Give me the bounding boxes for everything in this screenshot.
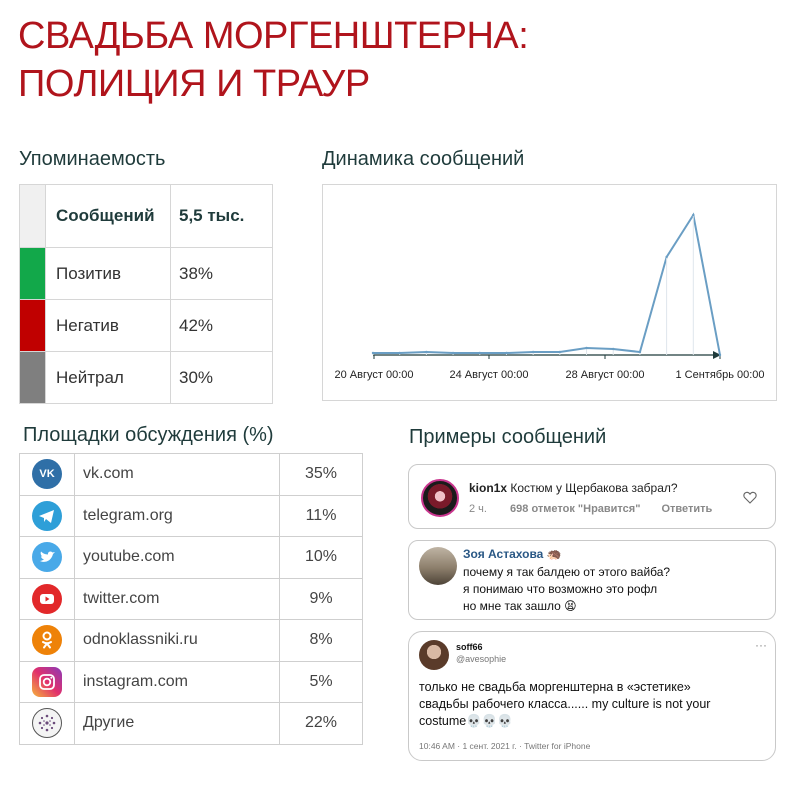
comment-line: почему я так балдею от этого вайба? <box>463 565 671 579</box>
tweet-more-icon[interactable]: ··· <box>755 638 767 652</box>
platform-name: twitter.com <box>74 577 280 620</box>
mentions-swatch-total <box>19 184 46 248</box>
platform-percent: 35% <box>279 453 363 496</box>
page-title: СВАДЬБА МОРГЕНШТЕРНА: ПОЛИЦИЯ И ТРАУР <box>18 12 529 108</box>
mentions-label: Сообщений <box>45 184 171 248</box>
heart-icon[interactable] <box>743 491 757 504</box>
comment-time: 2 ч. <box>469 503 487 515</box>
comment-line: я понимаю что возможно это рофл <box>463 582 658 596</box>
data-point[interactable] <box>692 213 695 217</box>
x-axis-arrow <box>713 351 721 359</box>
other-icon <box>32 708 62 739</box>
commenter-avatar[interactable] <box>421 479 459 517</box>
mentions-label: Позитив <box>45 247 171 300</box>
data-point[interactable] <box>718 353 722 357</box>
title-line-2: ПОЛИЦИЯ И ТРАУР <box>18 63 370 105</box>
comment-line: но мне так зашло 😫 <box>463 599 577 613</box>
data-point[interactable] <box>638 350 642 354</box>
platform-row: telegram.org 11% <box>19 494 363 537</box>
mentions-row-positive: Позитив 38% <box>19 247 273 300</box>
examples-title: Примеры сообщений <box>409 426 607 448</box>
dynamics-chart: 20 Август 00:00 24 Август 00:00 28 Авгус… <box>322 184 777 401</box>
x-tick-label: 20 Август 00:00 <box>335 369 414 381</box>
x-tick-label: 1 Сентябрь 00:00 <box>675 369 764 381</box>
platform-name: Другие <box>74 702 280 745</box>
mentions-swatch-neutral <box>19 351 46 404</box>
platform-row: twitter.com 9% <box>19 577 363 620</box>
mentions-label: Негатив <box>45 299 171 352</box>
telegram-icon <box>32 500 62 531</box>
mentions-label: Нейтрал <box>45 351 171 404</box>
reply-button[interactable]: Ответить <box>661 503 713 515</box>
platform-name: telegram.org <box>74 494 280 537</box>
platform-row: odnoklassniki.ru 8% <box>19 619 363 662</box>
series-line <box>373 212 721 356</box>
tweet-line: только не свадьба моргенштерна в «эстети… <box>419 680 691 694</box>
platform-percent: 9% <box>279 577 363 620</box>
data-point[interactable] <box>371 351 375 355</box>
data-point[interactable] <box>531 350 535 354</box>
tweeter-avatar[interactable] <box>419 640 449 670</box>
mentions-value: 30% <box>170 351 273 404</box>
comment-likes[interactable]: 698 отметок "Нравится" <box>510 503 641 515</box>
instagram-comment-card: kion1x Костюм у Щербакова забрал? 2 ч. 6… <box>408 464 776 529</box>
platform-name: odnoklassniki.ru <box>74 619 280 662</box>
vk-icon: VK <box>32 459 62 490</box>
mentions-value: 5,5 тыс. <box>170 184 273 248</box>
x-tick-label: 24 Август 00:00 <box>450 369 529 381</box>
mentions-row-neutral: Нейтрал 30% <box>19 351 273 404</box>
platforms-title: Площадки обсуждения (%) <box>23 424 274 446</box>
platform-percent: 11% <box>279 494 363 537</box>
mentions-swatch-positive <box>19 247 46 300</box>
mentions-swatch-negative <box>19 299 46 352</box>
data-point[interactable] <box>505 351 508 355</box>
platforms-table: VK vk.com 35% telegram.org 11% youtube.c… <box>19 453 363 745</box>
mentions-value: 38% <box>170 247 273 300</box>
commenter-name[interactable]: Зоя Астахова 🦔 <box>463 547 562 561</box>
comment-text: Костюм у Щербакова забрал? <box>510 481 678 495</box>
dynamics-chart-svg: 20 Август 00:00 24 Август 00:00 28 Авгус… <box>335 212 765 381</box>
mentions-value: 42% <box>170 299 273 352</box>
mentions-table: Сообщений 5,5 тыс. Позитив 38% Негатив 4… <box>19 184 273 404</box>
data-point[interactable] <box>665 255 668 259</box>
twitter-bird-icon <box>32 542 62 573</box>
data-point[interactable] <box>425 350 428 354</box>
platform-row: VK vk.com 35% <box>19 453 363 496</box>
youtube-play-icon <box>32 583 62 614</box>
platform-percent: 10% <box>279 536 363 579</box>
vk-comment-card: Зоя Астахова 🦔 почему я так балдею от эт… <box>408 540 776 620</box>
platform-row: instagram.com 5% <box>19 660 363 703</box>
tweet-line: свадьбы рабочего класса...... my culture… <box>419 697 711 711</box>
data-point[interactable] <box>558 350 562 354</box>
tweet-meta: 10:46 AM · 1 сент. 2021 г. · Twitter for… <box>419 741 591 751</box>
instagram-icon <box>32 666 62 697</box>
data-point[interactable] <box>398 351 401 355</box>
tweeter-name[interactable]: soff66 <box>456 642 483 652</box>
platform-percent: 22% <box>279 702 363 745</box>
platform-name: vk.com <box>74 453 280 496</box>
odnoklassniki-icon <box>32 625 62 656</box>
platform-name: instagram.com <box>74 660 280 703</box>
data-point[interactable] <box>451 351 455 355</box>
data-point[interactable] <box>478 351 481 355</box>
platform-percent: 5% <box>279 660 363 703</box>
platform-row: Другие 22% <box>19 702 363 745</box>
tweet-line: costume💀💀💀 <box>419 714 513 728</box>
commenter-username[interactable]: kion1x <box>469 481 508 495</box>
tweet-card: soff66 @avesophie ··· только не свадьба … <box>408 631 776 761</box>
data-point[interactable] <box>585 346 588 350</box>
platform-percent: 8% <box>279 619 363 662</box>
platform-name: youtube.com <box>74 536 280 579</box>
data-point[interactable] <box>612 347 615 351</box>
mentions-title: Упоминаемость <box>19 148 166 170</box>
tweeter-handle[interactable]: @avesophie <box>456 654 507 664</box>
mentions-row-negative: Негатив 42% <box>19 299 273 352</box>
title-line-1: СВАДЬБА МОРГЕНШТЕРНА: <box>18 15 529 57</box>
mentions-row-total: Сообщений 5,5 тыс. <box>19 184 273 248</box>
platform-row: youtube.com 10% <box>19 536 363 579</box>
commenter-avatar[interactable] <box>419 547 457 585</box>
dynamics-title: Динамика сообщений <box>322 148 525 170</box>
x-tick-label: 28 Август 00:00 <box>566 369 645 381</box>
